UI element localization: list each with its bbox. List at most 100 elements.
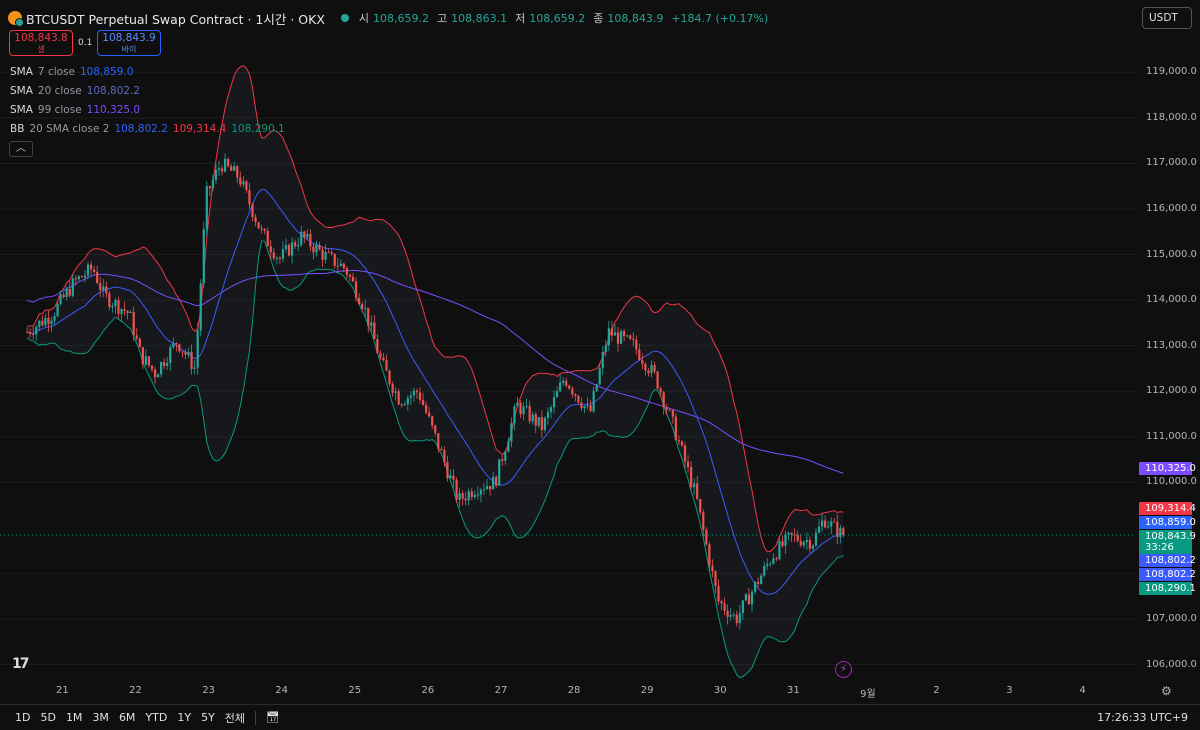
candle — [613, 332, 617, 336]
candle — [32, 333, 35, 335]
currency-select[interactable]: USDT — [1142, 7, 1192, 29]
time-axis-label: 31 — [787, 685, 800, 696]
candle — [367, 307, 370, 326]
candle — [546, 411, 550, 418]
candle — [738, 613, 741, 624]
tf-5d[interactable]: 5D — [40, 711, 56, 724]
candle — [763, 565, 766, 576]
price-axis-label: 116,000.0 — [1146, 203, 1197, 214]
indicator-bb[interactable]: BB 20 SMA close 2 108,802.2 109,314.4 108,29… — [10, 123, 285, 135]
candle — [400, 404, 403, 406]
candle — [616, 332, 620, 344]
candle — [147, 356, 151, 366]
date-range-icon[interactable]: 📅︎ — [266, 711, 281, 724]
sell-button[interactable]: 108,843.8 셀 — [9, 30, 73, 56]
candle — [540, 417, 543, 431]
lightning-icon[interactable]: ⚡ — [835, 661, 852, 678]
price-tag: 108,802.2 — [1139, 554, 1196, 567]
chevron-up-icon[interactable]: ︿ — [9, 141, 33, 157]
candle — [592, 391, 595, 412]
candle — [126, 310, 129, 313]
candle — [193, 367, 196, 370]
candle — [336, 265, 339, 267]
candle — [99, 283, 102, 291]
indicator-sma-7[interactable]: SMA 7 close 108,859.0 — [10, 66, 134, 78]
candle — [409, 395, 412, 398]
candle — [324, 252, 327, 260]
tf-3m[interactable]: 3M — [92, 711, 109, 724]
price-axis-label: 117,000.0 — [1146, 157, 1197, 169]
candle — [589, 405, 592, 412]
tradingview-logo-icon[interactable]: 17 — [12, 656, 30, 672]
time-axis-label: 4 — [1079, 685, 1086, 696]
candle — [827, 526, 830, 528]
candle — [163, 362, 166, 366]
candle — [610, 328, 614, 336]
candle — [391, 383, 394, 393]
candle — [473, 494, 476, 498]
candle — [65, 289, 68, 298]
candle — [178, 344, 181, 352]
candle — [702, 512, 705, 530]
candle — [482, 489, 486, 491]
gear-icon[interactable]: ⚙ — [1161, 684, 1172, 698]
indicator-sma-99[interactable]: SMA 99 close 110,325.0 — [10, 104, 141, 116]
candle — [470, 491, 473, 498]
candle — [83, 275, 87, 278]
candle — [729, 615, 732, 617]
time-axis-label: 2 — [933, 685, 940, 696]
candle — [799, 540, 802, 546]
tf-1m[interactable]: 1M — [65, 711, 83, 724]
candle — [382, 357, 385, 361]
candle — [653, 364, 656, 372]
candle — [351, 276, 355, 282]
indicator-sma-20[interactable]: SMA 20 close 108,802.2 — [10, 85, 141, 97]
candle — [376, 339, 379, 354]
tf-ytd[interactable]: YTD — [145, 711, 168, 724]
candle — [686, 461, 690, 468]
clock: 17:26:33 UTC+9 — [1097, 711, 1188, 724]
candle — [217, 168, 221, 171]
tf-all[interactable]: 전체 — [224, 711, 246, 725]
tf-1y[interactable]: 1Y — [177, 711, 192, 724]
tf-6m[interactable]: 6M — [118, 711, 136, 724]
candle — [71, 278, 74, 296]
buy-button[interactable]: 108,843.9 바이 — [97, 30, 161, 56]
candle — [622, 331, 626, 336]
candle — [796, 534, 799, 541]
candle — [693, 483, 696, 488]
symbol-header[interactable]: BTCUSDT Perpetual Swap Contract · 1시간 · … — [8, 8, 772, 28]
candle — [333, 253, 336, 266]
time-axis-label: 9월 — [860, 689, 876, 700]
candle — [129, 312, 132, 314]
candle — [452, 475, 455, 480]
candle — [696, 483, 699, 499]
tf-1d[interactable]: 1D — [15, 711, 31, 724]
candle — [510, 423, 513, 442]
candle — [406, 397, 409, 405]
price-change: +184.7 (+0.17%) — [671, 11, 769, 25]
candle — [315, 245, 318, 253]
candle — [741, 600, 744, 614]
candle — [683, 445, 687, 462]
price-axis-label: 119,000.0 — [1146, 66, 1197, 78]
candle — [839, 528, 842, 537]
candle — [211, 179, 215, 189]
candle — [230, 166, 233, 171]
symbol-title[interactable]: BTCUSDT Perpetual Swap Contract · 1시간 · … — [26, 11, 325, 27]
candle — [714, 571, 717, 587]
candle — [644, 363, 647, 371]
btc-logo-icon — [8, 11, 24, 27]
candle — [141, 347, 144, 365]
candle — [86, 264, 90, 276]
candle — [425, 404, 428, 413]
candle — [132, 312, 135, 336]
candle — [668, 409, 671, 411]
candle — [516, 402, 519, 407]
candle — [373, 322, 376, 340]
candle — [805, 540, 808, 543]
candle — [671, 409, 674, 417]
candle — [361, 304, 364, 309]
tf-5y[interactable]: 5Y — [201, 711, 215, 724]
